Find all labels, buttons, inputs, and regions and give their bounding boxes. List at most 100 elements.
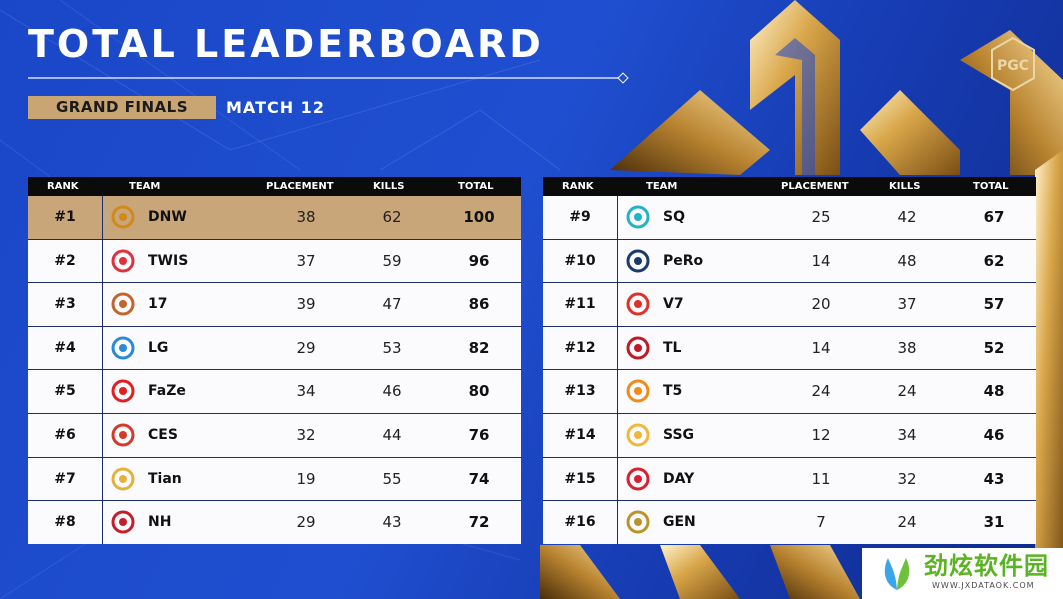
tian-logo-icon <box>111 467 135 491</box>
dnw-logo-icon <box>111 205 135 229</box>
table-row: #7 Tian 19 55 74 <box>28 457 521 502</box>
rank-cell: #6 <box>28 413 103 457</box>
rank-cell: #2 <box>28 239 103 283</box>
team-name: LG <box>148 339 169 356</box>
rank-cell: #11 <box>543 283 618 326</box>
table-row: #10 PeRo 14 48 62 <box>543 239 1036 284</box>
twis-logo-icon <box>111 249 135 273</box>
placement-cell: 37 <box>296 251 316 270</box>
col-total: TOTAL <box>973 181 1009 192</box>
col-team: TEAM <box>129 181 161 192</box>
team-name: PeRo <box>663 252 704 269</box>
leaf-logo-icon <box>884 558 910 590</box>
total-cell: 31 <box>983 513 1005 532</box>
total-cell: 67 <box>983 208 1005 226</box>
faze-logo-icon <box>111 379 135 403</box>
total-cell: 76 <box>468 425 490 444</box>
kills-cell: 43 <box>382 513 402 532</box>
rank-cell: #13 <box>543 370 618 413</box>
leaderboard-left: RANK TEAM PLACEMENT KILLS TOTAL #1 DNW 38 6… <box>28 177 521 544</box>
watermark-text: 劲炫软件园 <box>924 552 1049 580</box>
v7-logo-icon <box>626 292 650 316</box>
table-body: #1 DNW 38 62 100 #2 TWIS 37 59 96 #3 17 39 47 86 #4 LG 29… <box>28 196 521 544</box>
watermark: 劲炫软件园 WWW.JXDATAOK.COM <box>862 548 1063 599</box>
table-row: #9 SQ 25 42 67 <box>543 196 1036 240</box>
table-row: #8 NH 29 43 72 <box>28 501 521 544</box>
kills-cell: 55 <box>382 469 402 488</box>
placement-cell: 19 <box>296 469 316 488</box>
day-logo-icon <box>626 467 650 491</box>
rank-cell: #4 <box>28 326 103 370</box>
col-team: TEAM <box>646 181 678 192</box>
table-row: #12 TL 14 38 52 <box>543 326 1036 371</box>
table-row: #11 V7 20 37 57 <box>543 283 1036 327</box>
total-cell: 100 <box>463 208 495 226</box>
placement-cell: 14 <box>811 251 831 270</box>
tyloo-logo-icon <box>626 336 650 360</box>
team-name: SSG <box>663 426 695 443</box>
watermark-url: WWW.JXDATAOK.COM <box>932 581 1035 590</box>
placement-cell: 29 <box>296 513 316 532</box>
kills-cell: 34 <box>897 425 917 444</box>
placement-cell: 25 <box>811 208 831 226</box>
rank-cell: #15 <box>543 457 618 501</box>
total-cell: 46 <box>983 425 1005 444</box>
sq-logo-icon <box>626 205 650 229</box>
team-name: V7 <box>663 296 684 313</box>
kills-cell: 24 <box>897 382 917 401</box>
table-row: #1 DNW 38 62 100 <box>28 196 521 240</box>
team-name: 17 <box>148 296 168 313</box>
kills-cell: 42 <box>897 208 917 226</box>
placement-cell: 38 <box>296 208 316 226</box>
team-name: TL <box>663 339 682 356</box>
match-label: MATCH 12 <box>226 98 325 117</box>
kills-cell: 47 <box>382 295 402 314</box>
17-gaming-logo-icon <box>111 292 135 316</box>
table-row: #3 17 39 47 86 <box>28 283 521 327</box>
kills-cell: 48 <box>897 251 917 270</box>
placement-cell: 34 <box>296 382 316 401</box>
total-cell: 48 <box>983 382 1005 401</box>
table-row: #16 GEN 7 24 31 <box>543 501 1036 544</box>
total-cell: 62 <box>983 251 1005 270</box>
team-name: GEN <box>663 514 696 531</box>
rank-cell: #5 <box>28 370 103 413</box>
placement-cell: 20 <box>811 295 831 314</box>
kills-cell: 24 <box>897 513 917 532</box>
gold-crest-decoration <box>540 0 1063 599</box>
placement-cell: 14 <box>811 338 831 357</box>
team-name: FaZe <box>148 383 186 400</box>
total-cell: 43 <box>983 469 1005 488</box>
ces-logo-icon <box>111 423 135 447</box>
total-cell: 86 <box>468 295 490 314</box>
total-cell: 82 <box>468 338 490 357</box>
col-kills: KILLS <box>373 181 405 192</box>
table-row: #5 FaZe 34 46 80 <box>28 370 521 414</box>
placement-cell: 39 <box>296 295 316 314</box>
table-row: #14 SSG 12 34 46 <box>543 413 1036 458</box>
stage-badge: GRAND FINALS <box>28 96 216 119</box>
rank-cell: #9 <box>543 196 618 239</box>
placement-cell: 12 <box>811 425 831 444</box>
total-cell: 52 <box>983 338 1005 357</box>
table-row: #6 CES 32 44 76 <box>28 413 521 458</box>
table-row: #4 LG 29 53 82 <box>28 326 521 371</box>
rank-cell: #12 <box>543 326 618 370</box>
kills-cell: 59 <box>382 251 402 270</box>
table-body: #9 SQ 25 42 67 #10 PeRo 14 48 62 #11 V7 20 37 57 #12 TL 1… <box>543 196 1036 544</box>
kills-cell: 53 <box>382 338 402 357</box>
t5-logo-icon <box>626 379 650 403</box>
page-title: TOTAL LEADERBOARD <box>28 22 544 66</box>
ssg-logo-icon <box>626 423 650 447</box>
col-kills: KILLS <box>889 181 921 192</box>
table-row: #15 DAY 11 32 43 <box>543 457 1036 502</box>
team-name: DAY <box>663 470 695 487</box>
team-name: NH <box>148 514 172 531</box>
title-underline <box>28 77 623 79</box>
total-cell: 57 <box>983 295 1005 314</box>
pgc-logo-text: PGC <box>997 58 1029 74</box>
pero-logo-icon <box>626 249 650 273</box>
placement-cell: 29 <box>296 338 316 357</box>
kills-cell: 46 <box>382 382 402 401</box>
team-name: SQ <box>663 209 685 225</box>
